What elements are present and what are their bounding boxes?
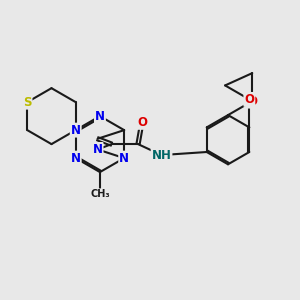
Text: N: N (93, 143, 103, 156)
Text: S: S (23, 96, 32, 109)
Text: N: N (119, 152, 129, 165)
Text: O: O (137, 116, 147, 129)
Text: N: N (71, 152, 81, 165)
Text: CH₃: CH₃ (90, 189, 110, 199)
Text: N: N (71, 124, 81, 136)
Text: O: O (244, 93, 254, 106)
Text: O: O (247, 94, 257, 108)
Text: N: N (95, 110, 105, 123)
Text: NH: NH (152, 148, 172, 162)
